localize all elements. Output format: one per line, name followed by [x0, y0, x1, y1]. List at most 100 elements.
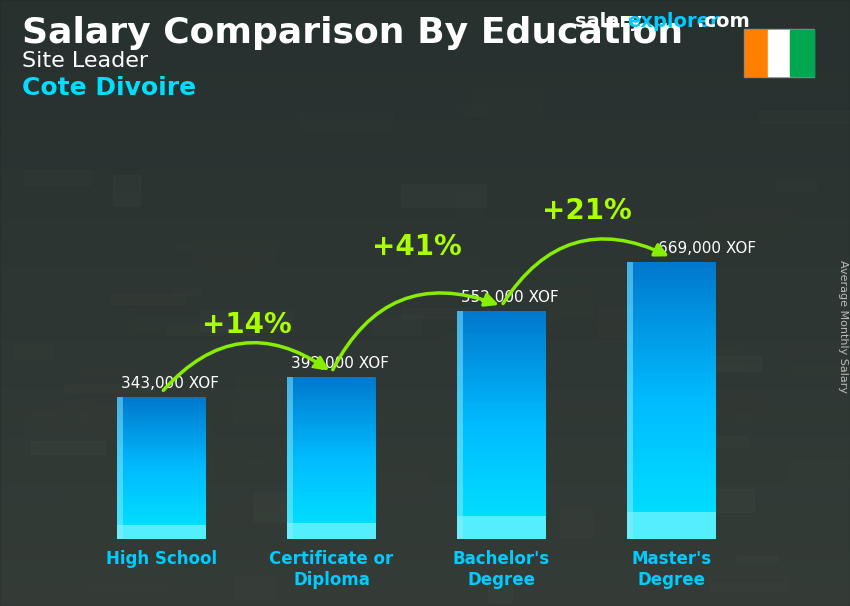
Bar — [0, 504, 850, 505]
Bar — [0, 306, 850, 307]
Bar — [0, 353, 850, 354]
Bar — [0, 414, 850, 415]
Bar — [0, 49, 850, 50]
Bar — [0, 296, 850, 297]
Bar — [0, 21, 850, 22]
Bar — [0, 400, 850, 401]
Bar — [0, 155, 850, 156]
Bar — [0, 453, 850, 454]
Bar — [0, 152, 850, 153]
Bar — [0, 487, 850, 488]
Bar — [0, 322, 850, 323]
Bar — [0, 19, 850, 20]
Bar — [0, 195, 850, 196]
Bar — [0, 156, 850, 157]
Bar — [0, 25, 850, 26]
Bar — [0, 226, 850, 227]
Bar — [0, 46, 850, 47]
Bar — [0, 127, 850, 128]
Bar — [0, 409, 850, 410]
Bar — [776, 180, 817, 190]
Text: +14%: +14% — [201, 311, 292, 339]
Bar — [0, 338, 850, 339]
Bar — [0, 440, 850, 441]
Bar — [0, 236, 850, 237]
Bar — [0, 572, 850, 573]
Text: +41%: +41% — [371, 233, 462, 261]
Bar — [0, 512, 850, 513]
Bar — [0, 18, 850, 19]
Bar — [0, 260, 850, 261]
Bar — [0, 304, 850, 305]
Bar — [0, 474, 850, 475]
Bar — [0, 258, 850, 259]
Bar — [0, 477, 850, 478]
Bar — [0, 539, 850, 540]
Bar — [0, 345, 850, 346]
Bar — [0, 100, 850, 101]
Bar — [0, 473, 850, 474]
Bar — [0, 80, 850, 81]
Bar — [0, 175, 850, 176]
Bar — [0, 331, 850, 332]
Bar — [0, 68, 850, 69]
Bar — [668, 439, 707, 445]
Text: 343,000 XOF: 343,000 XOF — [121, 376, 218, 391]
Bar — [0, 277, 850, 278]
Bar — [0, 72, 850, 73]
Bar — [0, 577, 850, 578]
Bar — [0, 104, 850, 105]
Bar — [0, 381, 850, 382]
Bar — [0, 268, 850, 269]
Bar — [0, 475, 850, 476]
Bar — [0, 180, 850, 181]
Bar — [0, 229, 850, 230]
Bar — [0, 136, 850, 137]
Bar — [0, 408, 850, 409]
Bar — [0, 252, 850, 253]
Bar — [173, 288, 201, 295]
Bar — [0, 209, 850, 210]
Bar — [96, 424, 210, 437]
Bar — [0, 56, 850, 57]
Bar — [0, 478, 850, 479]
Bar — [0, 122, 850, 123]
Bar — [0, 569, 850, 570]
Bar — [0, 554, 850, 555]
Bar — [0, 207, 850, 208]
Bar — [490, 584, 512, 602]
Bar — [0, 166, 850, 167]
Bar — [0, 221, 850, 222]
Bar — [0, 456, 850, 457]
Bar — [0, 115, 850, 116]
Bar — [0, 579, 850, 580]
Bar — [0, 222, 850, 223]
Bar — [0, 558, 850, 559]
Bar — [0, 278, 850, 279]
Bar — [0, 593, 850, 594]
Bar — [0, 507, 850, 508]
Bar — [0, 88, 850, 89]
Bar — [0, 227, 850, 228]
Bar — [0, 129, 850, 130]
Bar — [643, 356, 761, 371]
Bar — [0, 95, 850, 96]
Bar — [0, 501, 850, 502]
Bar — [0, 216, 850, 217]
Bar — [0, 85, 850, 86]
Bar — [0, 211, 850, 212]
Bar — [0, 4, 850, 5]
Bar — [0, 40, 850, 41]
Bar — [0, 468, 850, 469]
Bar — [0, 259, 850, 260]
Bar — [0, 290, 850, 291]
Bar — [65, 385, 154, 392]
Bar — [0, 549, 850, 550]
Bar — [0, 454, 850, 455]
Bar — [0, 186, 850, 187]
Bar — [0, 426, 850, 427]
Bar — [0, 553, 850, 554]
Bar — [0, 361, 850, 362]
Bar — [0, 602, 850, 603]
Bar — [0, 158, 850, 159]
